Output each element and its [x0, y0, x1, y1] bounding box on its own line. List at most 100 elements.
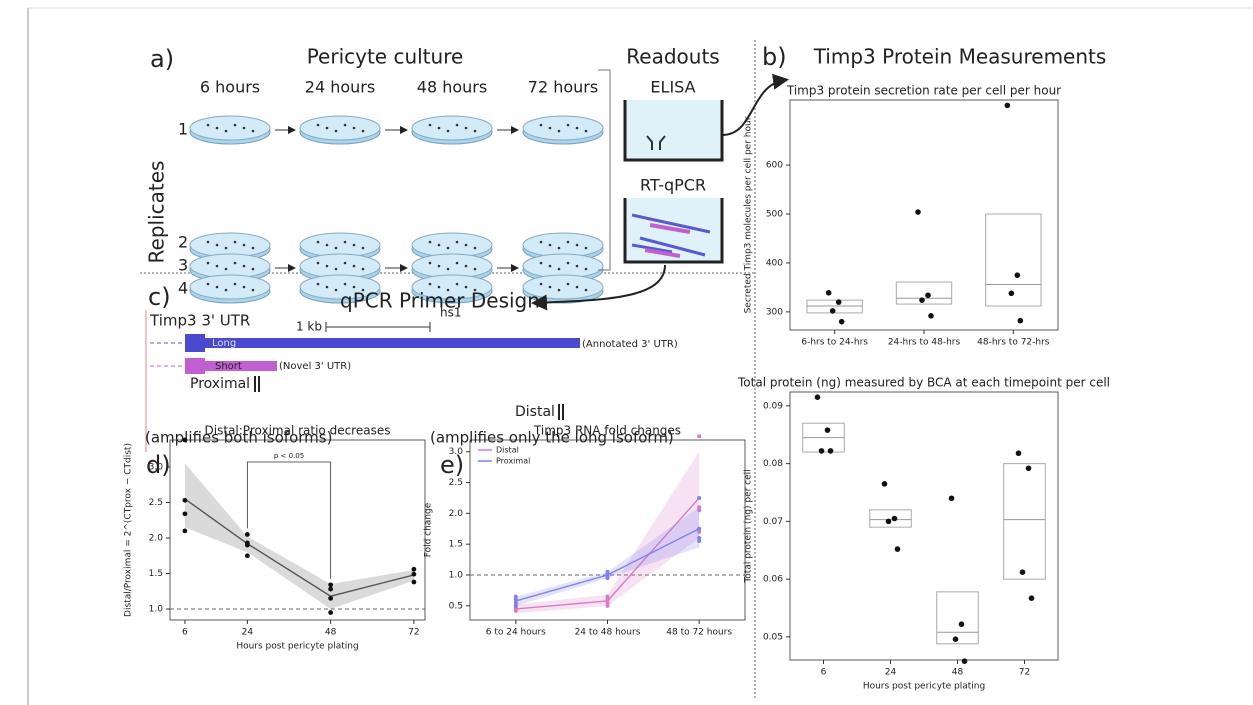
point	[894, 546, 901, 552]
panel-label: d)	[146, 451, 171, 479]
cell	[446, 129, 450, 133]
cell	[575, 126, 579, 130]
point	[919, 297, 925, 303]
point	[244, 553, 250, 559]
cell	[352, 243, 356, 247]
y-tick-label: 3.0	[449, 447, 464, 457]
panel-title: qPCR Primer Design	[340, 289, 540, 313]
x-tick-label: 24 to 48 hours	[575, 628, 641, 638]
dish	[411, 274, 493, 300]
point	[1008, 290, 1015, 297]
chart-title: Timp3 RNA fold changes	[533, 424, 681, 438]
point	[891, 515, 898, 522]
cell	[316, 261, 320, 265]
point	[825, 290, 832, 296]
cell	[584, 129, 588, 133]
cell	[352, 264, 356, 268]
cell	[584, 246, 588, 250]
point	[328, 582, 334, 588]
dish	[189, 253, 271, 279]
point	[928, 313, 934, 319]
cell	[233, 282, 237, 286]
arrow	[721, 73, 789, 136]
long-isoform	[205, 338, 580, 348]
cell	[548, 285, 552, 289]
isoform-note: (Novel 3' UTR)	[279, 361, 351, 372]
cell	[437, 243, 441, 247]
cell	[566, 282, 570, 286]
cell	[361, 267, 365, 271]
point	[328, 610, 334, 615]
dish	[522, 253, 604, 279]
plot-frame	[169, 439, 426, 621]
point	[244, 542, 250, 548]
cell	[316, 240, 320, 244]
cell	[539, 282, 543, 286]
cell	[251, 288, 255, 292]
point	[697, 495, 702, 500]
y-tick-label: 2.5	[149, 498, 163, 508]
panel-label: e)	[440, 451, 464, 479]
x-tick-label: 24	[885, 668, 897, 678]
cell	[473, 246, 477, 250]
point	[881, 481, 888, 487]
cell	[428, 240, 432, 244]
confidence-band	[184, 463, 414, 609]
cell	[206, 240, 210, 244]
cell	[455, 123, 459, 127]
cell	[233, 261, 237, 265]
point	[182, 511, 188, 517]
box	[895, 281, 953, 305]
charts: Timp3 protein secretion rate per cell pe…	[124, 84, 1111, 692]
replicate: 4	[178, 279, 188, 298]
point	[827, 448, 834, 454]
cell	[251, 267, 255, 271]
x-tick-label: 6	[821, 668, 827, 678]
point	[244, 532, 250, 537]
point	[605, 603, 610, 608]
cell	[224, 129, 228, 133]
cell	[437, 264, 441, 268]
x-tick-label: 48	[325, 628, 337, 638]
dish	[299, 274, 381, 300]
replicate: 1	[178, 120, 188, 139]
cell	[548, 126, 552, 130]
point	[958, 621, 965, 627]
x-tick-label: 72	[408, 628, 419, 638]
plot-frame	[789, 391, 1059, 661]
point	[952, 636, 959, 643]
readouts-title: Readouts	[626, 45, 719, 69]
cell	[334, 129, 338, 133]
point	[697, 434, 702, 439]
cell	[464, 264, 468, 268]
cell	[352, 126, 356, 130]
dish	[189, 232, 271, 258]
beaker	[623, 100, 724, 162]
point	[328, 586, 334, 592]
point	[605, 594, 610, 599]
cell	[464, 285, 468, 289]
x-tick-label: 72	[1019, 668, 1030, 678]
point	[1015, 450, 1022, 457]
y-tick-label: 0.07	[763, 517, 783, 527]
y-axis-label: Total protein (ng) per cell	[744, 469, 754, 583]
timepoint: 72 hours	[528, 78, 598, 97]
cell	[215, 264, 219, 268]
replicate: 3	[178, 256, 188, 275]
point	[818, 448, 825, 454]
cell	[334, 288, 338, 292]
cell	[428, 261, 432, 265]
bracket	[598, 69, 611, 271]
dish	[522, 274, 604, 300]
cell	[334, 246, 338, 250]
antibody-icon	[646, 135, 666, 150]
y-tick-label: 2.0	[149, 533, 164, 543]
gene-label: Timp3 3' UTR	[149, 312, 250, 330]
point	[411, 566, 417, 572]
cell	[325, 264, 329, 268]
box	[936, 591, 979, 645]
point	[925, 292, 931, 299]
cell	[548, 264, 552, 268]
cell	[539, 261, 543, 265]
cell	[557, 267, 561, 271]
